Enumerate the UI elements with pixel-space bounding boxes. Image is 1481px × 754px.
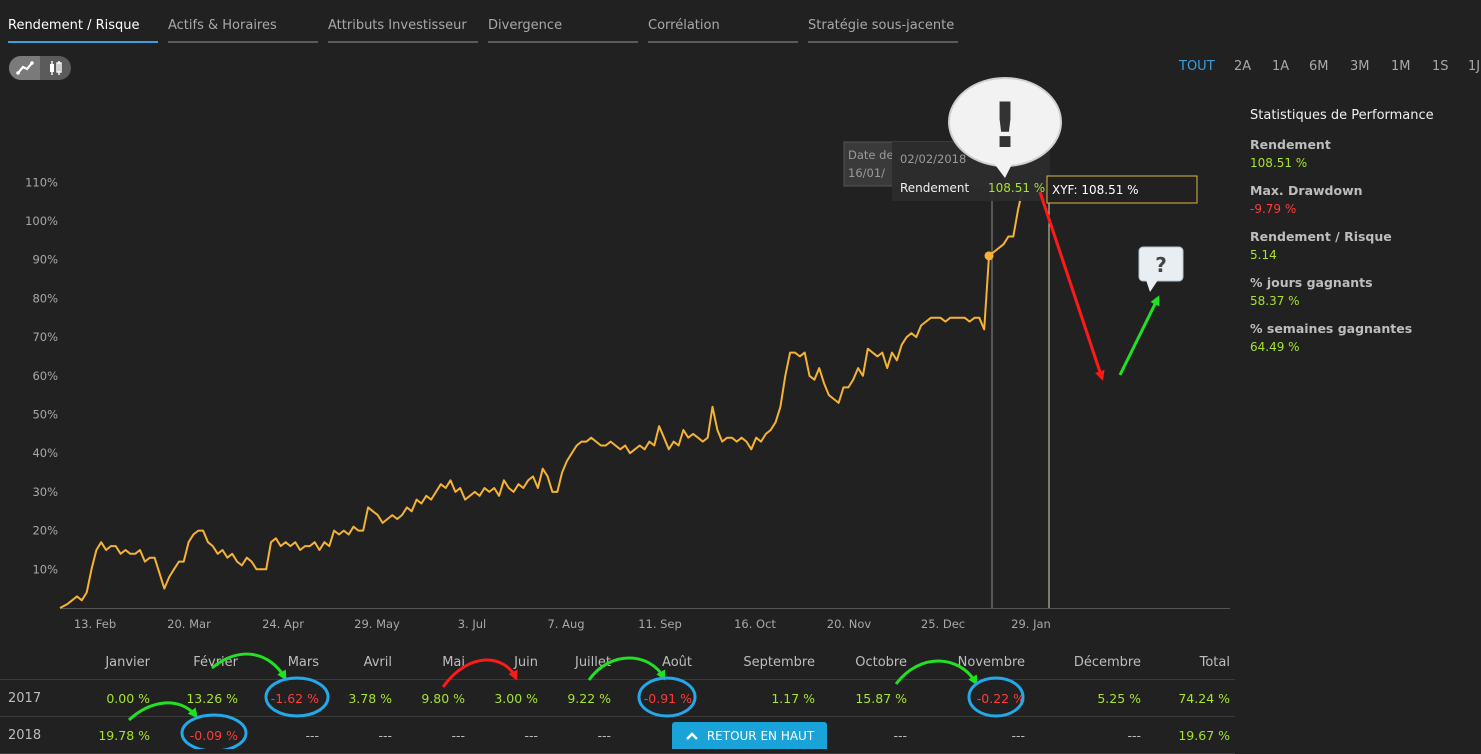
month-header: Juin [514, 654, 538, 670]
stats-title: Statistiques de Performance [1250, 108, 1434, 123]
x-tick-label: 20. Nov [827, 617, 872, 631]
x-tick-label: 29. May [354, 617, 400, 631]
series-line-xyf [59, 187, 1024, 609]
x-tick-label: 7. Aug [547, 617, 584, 631]
tooltip-date-label: Date de [848, 148, 894, 162]
monthly-header-row: Janvier Février Mars Avril Mai Juin Juillet Aoû… [0, 645, 1235, 680]
y-tick-label: 20% [32, 524, 58, 538]
y-tick-label: 40% [32, 446, 58, 460]
stat-jours-gagnants: % jours gagnants 58.37 % [1250, 275, 1373, 308]
monthly-value: --- [524, 727, 538, 743]
candlestick-icon [49, 61, 62, 75]
x-tick-label: 29. Jan [1011, 617, 1051, 631]
performance-chart[interactable]: 10% 20% 30% 40% 50% 60% 70% 80% 90% 100% 110% 13. F… [0, 0, 1235, 640]
tab-attributs-investisseur[interactable]: Attributs Investisseur [328, 18, 478, 43]
monthly-value: --- [1127, 727, 1141, 743]
x-tick-label: 20. Mar [167, 617, 211, 631]
monthly-value: --- [893, 727, 907, 743]
range-1j[interactable]: 1J [1468, 59, 1481, 74]
line-chart-button[interactable] [9, 56, 40, 80]
range-1a[interactable]: 1A [1272, 59, 1290, 74]
xyf-value-badge-label: XYF: 108.51 % [1052, 183, 1139, 197]
stat-rendement: Rendement 108.51 % [1250, 137, 1331, 170]
x-tick-label: 3. Jul [458, 617, 487, 631]
monthly-value: --- [305, 727, 319, 743]
monthly-row-2017: 2017 0.00 % 13.26 % -1.62 % 3.78 % 9.80 % 3.00… [0, 680, 1235, 717]
tab-strategie-sous-jacente[interactable]: Stratégie sous-jacente [808, 18, 958, 43]
range-1m[interactable]: 1M [1391, 59, 1411, 74]
month-header: Janvier [105, 654, 150, 670]
monthly-row-2018: 2018 19.78 % -0.09 % --- --- --- --- --- --- --- -… [0, 717, 1235, 754]
y-tick-label: 60% [32, 369, 58, 383]
monthly-value: -0.91 % [643, 690, 692, 706]
y-tick-label: 90% [32, 253, 58, 267]
performance-stats-panel: Statistiques de Performance Rendement 10… [1250, 108, 1475, 367]
tab-correlation[interactable]: Corrélation [648, 18, 798, 43]
monthly-value: 1.17 % [771, 690, 815, 706]
back-to-top-button[interactable]: RETOUR EN HAUT [672, 722, 827, 749]
range-1s[interactable]: 1S [1432, 59, 1449, 74]
month-header: Octobre [855, 654, 907, 670]
chevron-up-icon [685, 731, 698, 740]
tab-divergence[interactable]: Divergence [488, 18, 638, 43]
monthly-value: 5.25 % [1097, 690, 1141, 706]
hover-point-marker [984, 251, 994, 261]
monthly-value: 13.26 % [186, 690, 238, 706]
y-tick-label: 100% [25, 214, 58, 228]
x-tick-label: 13. Feb [74, 617, 116, 631]
year-label: 2017 [8, 690, 42, 706]
month-header: Novembre [957, 654, 1025, 670]
range-3m[interactable]: 3M [1350, 59, 1370, 74]
monthly-value: --- [1011, 727, 1025, 743]
stat-max-drawdown: Max. Drawdown -9.79 % [1250, 183, 1363, 216]
y-tick-label: 80% [32, 291, 58, 305]
monthly-value: 3.78 % [348, 690, 392, 706]
monthly-value: --- [378, 727, 392, 743]
line-chart-icon [15, 61, 34, 75]
monthly-value: 19.67 % [1178, 727, 1230, 743]
back-to-top-label: RETOUR EN HAUT [706, 728, 815, 743]
year-label: 2018 [8, 727, 42, 743]
x-tick-label: 11. Sep [638, 617, 682, 631]
stat-semaines-gagnantes: % semaines gagnantes 64.49 % [1250, 321, 1413, 354]
monthly-value: 9.22 % [567, 690, 611, 706]
range-6m[interactable]: 6M [1309, 59, 1329, 74]
range-2a[interactable]: 2A [1234, 59, 1252, 74]
month-header: Septembre [743, 654, 815, 670]
range-selector: TOUT 2A 1A 6M 3M 1M 1S 1J [1170, 59, 1481, 77]
chart-type-toggle [9, 56, 71, 80]
month-header: Décembre [1073, 654, 1141, 670]
y-tick-label: 70% [32, 330, 58, 344]
month-header: Avril [363, 654, 392, 670]
monthly-value: 19.78 % [98, 727, 150, 743]
y-tick-label: 110% [25, 175, 58, 189]
monthly-value: --- [451, 727, 465, 743]
monthly-value: -0.22 % [976, 690, 1025, 706]
month-header: Mars [287, 654, 319, 670]
month-header: Total [1199, 654, 1230, 670]
tooltip-series-value: 108.51 % [988, 181, 1045, 195]
monthly-value: 74.24 % [1178, 690, 1230, 706]
tooltip-series-label: Rendement [900, 181, 969, 195]
y-tick-label: 30% [32, 485, 58, 499]
tab-actifs-horaires[interactable]: Actifs & Horaires [168, 18, 318, 43]
month-header: Août [662, 654, 692, 670]
stat-rendement-risque: Rendement / Risque 5.14 [1250, 229, 1392, 262]
x-tick-label: 24. Apr [262, 617, 304, 631]
y-tick-label: 10% [32, 562, 58, 576]
y-tick-label: 50% [32, 408, 58, 422]
candlestick-button[interactable] [40, 56, 71, 80]
monthly-value: 3.00 % [494, 690, 538, 706]
x-tick-label: 16. Oct [734, 617, 776, 631]
tab-rendement-risque[interactable]: Rendement / Risque [8, 18, 158, 43]
monthly-returns-table: Janvier Février Mars Avril Mai Juin Juillet Aoû… [0, 645, 1235, 754]
tooltip-date-value-2: 16/01/ [848, 166, 885, 180]
monthly-value: 9.80 % [421, 690, 465, 706]
monthly-value: 15.87 % [855, 690, 907, 706]
monthly-value: --- [597, 727, 611, 743]
x-tick-label: 25. Dec [921, 617, 965, 631]
range-tout[interactable]: TOUT [1179, 59, 1215, 74]
tooltip-date-value: 02/02/2018 [900, 152, 966, 166]
